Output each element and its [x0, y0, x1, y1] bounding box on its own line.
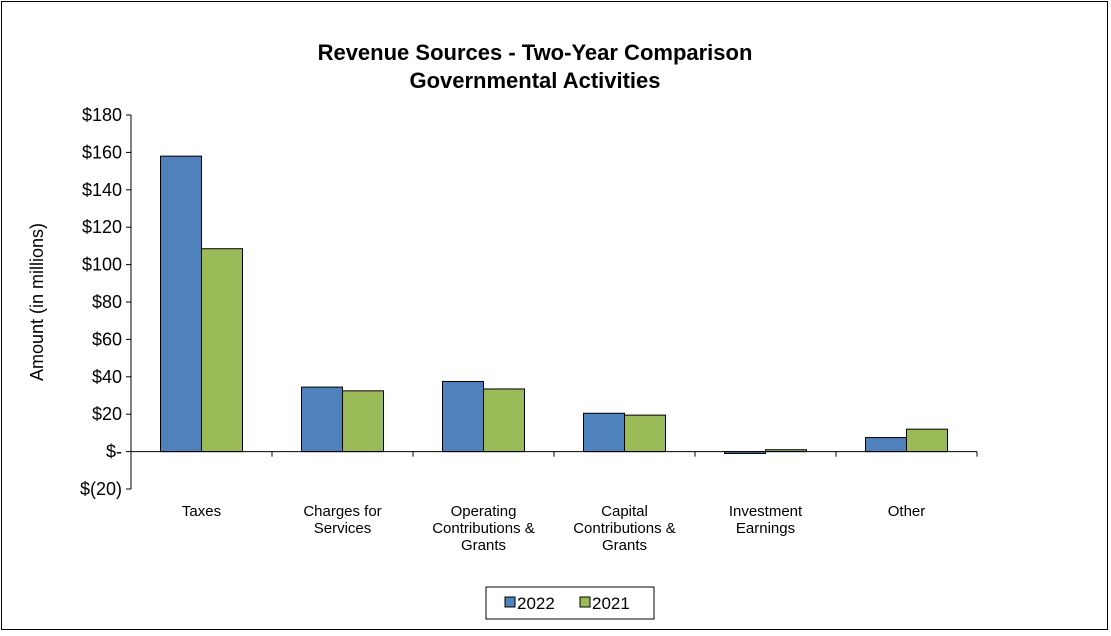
bar-2021: [342, 390, 384, 453]
y-tick-label: $20: [92, 404, 122, 424]
chart-title-line: Governmental Activities: [409, 68, 660, 93]
legend: 2022 2021: [485, 586, 655, 620]
legend-swatch-2022: [504, 596, 516, 608]
axes: [130, 115, 978, 489]
x-category-label: Charges for Services: [303, 503, 381, 537]
y-tick-label: $60: [92, 329, 122, 349]
y-tick-label: $40: [92, 367, 122, 387]
bars: [160, 155, 948, 454]
x-category-label: Operating Contributions & Grants: [432, 503, 535, 554]
bar-2021: [201, 248, 243, 453]
bar-2021: [906, 428, 948, 453]
bar-2022: [160, 155, 202, 453]
y-tick-label: $120: [82, 217, 122, 237]
y-tick-label: $-: [106, 442, 122, 462]
chart-title: Revenue Sources - Two-Year Comparison Gov…: [318, 40, 753, 93]
bar-2022: [583, 412, 625, 453]
x-category-label: Capital Contributions & Grants: [573, 503, 676, 554]
y-tick-label: $80: [92, 292, 122, 312]
bar-2021: [483, 388, 525, 453]
y-tick-label: $160: [82, 142, 122, 162]
y-ticks: $180 $160 $140 $120 $100 $80 $60 $40 $20 $- $(20): [80, 105, 131, 499]
x-category-label: Investment Earnings: [729, 503, 803, 537]
bar-2022: [442, 380, 484, 453]
y-axis-label: Amount (in millions): [27, 223, 47, 381]
legend-swatch-2021: [579, 596, 591, 608]
y-tick-label: $100: [82, 255, 122, 275]
x-categories: Taxes Charges for Services Operating Contrib…: [182, 503, 925, 554]
chart-title-line: Revenue Sources - Two-Year Comparison: [318, 40, 753, 65]
x-category-label: Other: [888, 503, 926, 520]
y-tick-label: $180: [82, 105, 122, 125]
y-tick-label: $140: [82, 180, 122, 200]
bar-2022: [865, 437, 907, 453]
bar-2022: [301, 386, 343, 453]
y-tick-label: $(20): [80, 479, 122, 499]
legend-label-2021: 2021: [592, 594, 630, 613]
legend-label-2022: 2022: [517, 594, 555, 613]
bar-2021: [624, 414, 666, 453]
x-category-label: Taxes: [182, 503, 221, 520]
